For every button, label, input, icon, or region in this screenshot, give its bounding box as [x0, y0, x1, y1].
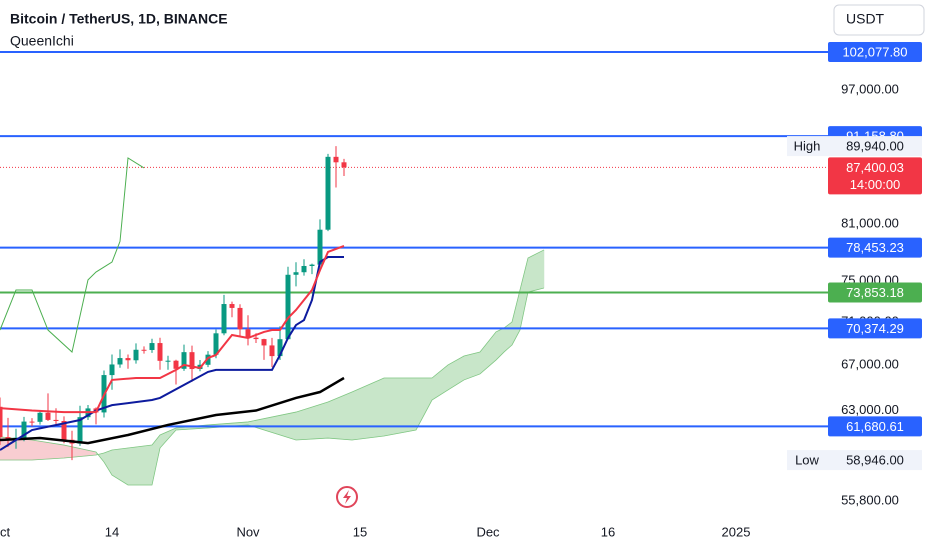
cloud-edge	[0, 287, 545, 486]
level-label: 102,077.80	[842, 44, 907, 59]
indicator-line	[0, 157, 145, 354]
level-label: 73,853.18	[846, 285, 904, 300]
extreme-name: Low	[795, 453, 819, 468]
candle-body	[269, 345, 275, 357]
candle-body	[317, 229, 323, 265]
candle-body	[165, 360, 171, 362]
candle-body	[133, 349, 139, 361]
candle-body	[221, 304, 227, 334]
level-label: 61,680.61	[846, 419, 904, 434]
indicator-line	[0, 376, 345, 445]
candle-body	[285, 274, 291, 340]
candle-body	[325, 156, 331, 230]
candle-body	[157, 343, 163, 361]
level-label-box	[828, 318, 922, 339]
candle-body	[45, 412, 51, 420]
y-tick-label: 97,000.00	[841, 81, 899, 96]
cloud-segment	[127, 444, 153, 486]
candle-body	[77, 417, 83, 444]
candle-body	[141, 349, 147, 351]
candle-body	[37, 412, 43, 422]
currency-button[interactable]	[833, 4, 925, 36]
level-label: 70,374.29	[846, 321, 904, 336]
candle-body	[53, 419, 59, 421]
candle-body	[21, 421, 27, 438]
extreme-name: High	[794, 139, 821, 154]
x-tick-label: 15	[353, 524, 367, 539]
indicator-name: QueenIchi	[10, 33, 74, 49]
extreme-value: 58,946.00	[846, 453, 904, 468]
candle-body	[229, 304, 235, 308]
candle-body	[149, 343, 155, 350]
x-tick-label: 2025	[722, 524, 751, 539]
candle-body	[5, 437, 11, 439]
level-label-box	[828, 416, 922, 437]
indicator-line	[0, 245, 345, 414]
indicator-line	[0, 256, 344, 451]
candle-body	[293, 272, 299, 275]
y-tick-label: 67,000.00	[841, 356, 899, 371]
y-tick-label: 63,000.00	[841, 402, 899, 417]
plot	[0, 51, 828, 486]
x-tick-label: Dec	[476, 524, 500, 539]
x-tick-label: Nov	[236, 524, 260, 539]
candle-body	[213, 333, 219, 355]
level-label: 78,453.23	[846, 240, 904, 255]
y-tick-label: 81,000.00	[841, 215, 899, 230]
candle-body	[309, 264, 315, 266]
candle-body	[253, 337, 259, 340]
candle-body	[181, 352, 187, 369]
x-tick-label: 16	[601, 524, 615, 539]
candle-body	[237, 307, 243, 330]
last-price-box	[828, 157, 922, 195]
extreme-box	[787, 136, 922, 157]
symbol-title: Bitcoin / TetherUS, 1D, BINANCE	[10, 11, 228, 27]
extreme-value: 89,940.00	[846, 139, 904, 154]
candle-body	[277, 339, 283, 357]
candle-body	[61, 420, 67, 440]
candle-body	[117, 358, 123, 365]
level-label-box	[828, 42, 922, 63]
countdown-label: 14:00:00	[850, 177, 901, 192]
candle-body	[301, 265, 307, 273]
price-axis: 97,000.0081,000.0075,000.0071,000.0067,0…	[787, 42, 922, 507]
candle-body	[125, 358, 131, 361]
candle-body	[0, 406, 3, 438]
candle-body	[173, 360, 179, 369]
y-tick-label: 55,800.00	[841, 492, 899, 507]
x-tick-label: Oct	[0, 524, 10, 539]
candle-body	[205, 354, 211, 365]
candle-body	[189, 352, 195, 370]
candle-body	[261, 339, 267, 346]
last-price-label: 87,400.03	[846, 160, 904, 175]
x-tick-label: 14	[105, 524, 119, 539]
candle-body	[341, 162, 347, 168]
logo-icon	[336, 486, 358, 508]
extreme-box	[787, 450, 922, 471]
level-label-box	[828, 282, 922, 303]
level-label-box	[828, 237, 922, 258]
currency-label[interactable]: USDT	[846, 11, 885, 27]
candle-body	[29, 421, 35, 423]
candle-body	[333, 156, 339, 163]
candle-body	[245, 329, 251, 338]
candle-body	[109, 364, 115, 376]
